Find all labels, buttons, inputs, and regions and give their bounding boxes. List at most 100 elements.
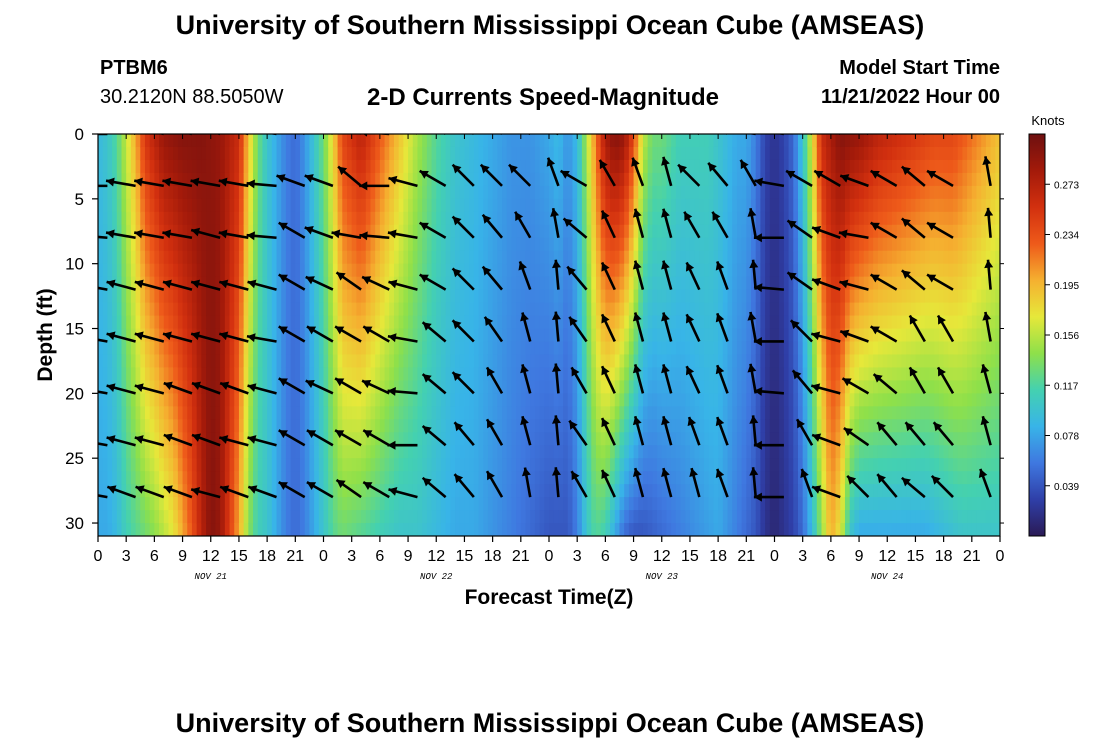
- heat-cell: [243, 211, 249, 226]
- heat-cell: [267, 380, 273, 394]
- heat-cell: [563, 302, 569, 317]
- heat-cell: [713, 134, 719, 148]
- heat-cell: [840, 523, 846, 536]
- heat-cell: [816, 341, 823, 356]
- heat-cell: [671, 289, 677, 304]
- heat-cell: [506, 406, 513, 420]
- heat-cell: [440, 445, 447, 459]
- heat-cell: [102, 185, 108, 200]
- heat-cell: [577, 146, 583, 161]
- heat-cell: [685, 354, 691, 369]
- heat-cell: [704, 341, 710, 356]
- heat-cell: [201, 471, 207, 485]
- heat-cell: [689, 315, 696, 330]
- heat-cell: [337, 341, 343, 356]
- heat-cell: [144, 172, 151, 187]
- heat-cell: [285, 523, 292, 536]
- heat-cell: [675, 445, 682, 459]
- heat-cell: [290, 497, 296, 511]
- heat-cell: [328, 302, 334, 317]
- heat-cell: [459, 302, 466, 317]
- heat-cell: [530, 198, 536, 213]
- heat-cell: [318, 471, 325, 485]
- heat-cell: [610, 315, 616, 330]
- heat-cell: [455, 354, 461, 369]
- heat-cell: [398, 289, 404, 304]
- heat-cell: [408, 484, 414, 498]
- heat-cell: [765, 185, 771, 200]
- heat-cell: [830, 367, 837, 381]
- heat-cell: [558, 367, 564, 381]
- heat-cell: [534, 445, 541, 459]
- heat-cell: [210, 237, 217, 252]
- heat-cell: [647, 250, 653, 265]
- heat-cell: [497, 497, 503, 511]
- heat-cell: [525, 172, 531, 187]
- heat-cell: [149, 302, 155, 317]
- heat-cell: [403, 380, 409, 394]
- heat-cell: [704, 276, 710, 291]
- heat-cell: [591, 224, 597, 239]
- heat-cell: [783, 406, 790, 420]
- heat-cell: [821, 302, 827, 317]
- heat-cell: [530, 172, 536, 187]
- heat-cell: [732, 393, 738, 407]
- heat-cell: [788, 224, 794, 239]
- heat-cell: [812, 198, 818, 213]
- heat-cell: [267, 471, 273, 485]
- heat-cell: [318, 237, 325, 252]
- heat-cell: [107, 263, 113, 278]
- heat-cell: [544, 497, 550, 511]
- heat-cell: [408, 432, 414, 446]
- heat-cell: [408, 185, 414, 200]
- heat-cell: [300, 458, 306, 472]
- heat-cell: [567, 523, 574, 536]
- heat-cell: [661, 523, 668, 536]
- heat-cell: [708, 302, 715, 317]
- heat-cell: [332, 341, 339, 356]
- heat-cell: [300, 393, 306, 407]
- heat-cell: [267, 367, 273, 381]
- heat-cell: [567, 211, 574, 226]
- heat-cell: [323, 302, 329, 317]
- heat-cell: [234, 380, 240, 394]
- heat-cell: [464, 510, 470, 524]
- heat-cell: [793, 198, 799, 213]
- heat-cell: [506, 510, 513, 524]
- heat-cell: [619, 523, 625, 536]
- heat-cell: [375, 458, 381, 472]
- heat-cell: [844, 250, 851, 265]
- heat-cell: [577, 211, 583, 226]
- heat-cell: [779, 289, 785, 304]
- heat-cell: [257, 302, 264, 317]
- heat-cell: [619, 302, 625, 317]
- heat-cell: [558, 432, 564, 446]
- heat-cell: [262, 172, 268, 187]
- heat-cell: [295, 445, 301, 459]
- heat-cell: [840, 198, 846, 213]
- heat-cell: [337, 484, 343, 498]
- heat-cell: [727, 419, 733, 433]
- heat-cell: [539, 302, 545, 317]
- heat-cell: [779, 328, 785, 343]
- heat-cell: [215, 484, 221, 498]
- heat-cell: [774, 471, 780, 485]
- heat-cell: [506, 419, 513, 433]
- heat-cell: [826, 393, 832, 407]
- heat-cell: [760, 172, 766, 187]
- heat-cell: [238, 237, 245, 252]
- heat-cell: [342, 315, 348, 330]
- heat-cell: [816, 393, 823, 407]
- heat-cell: [398, 224, 404, 239]
- heat-cell: [520, 458, 527, 472]
- heat-cell: [713, 354, 719, 369]
- heat-cell: [624, 185, 630, 200]
- heat-cell: [140, 172, 146, 187]
- heat-cell: [840, 146, 846, 161]
- heat-cell: [365, 341, 372, 356]
- heat-cell: [417, 419, 423, 433]
- heat-cell: [314, 328, 320, 343]
- heat-cell: [699, 134, 705, 148]
- heat-cell: [318, 146, 325, 161]
- heat-cell: [708, 419, 715, 433]
